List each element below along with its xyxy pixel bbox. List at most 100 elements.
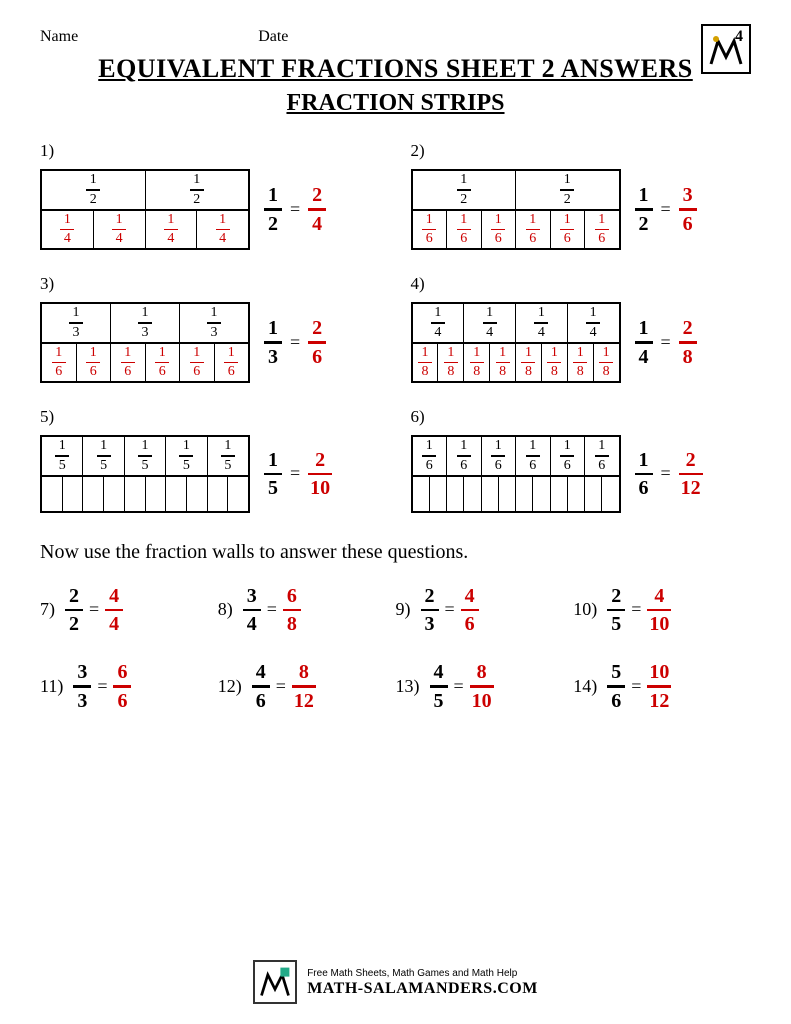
strip-cell <box>42 477 62 511</box>
fraction: 26 <box>308 318 326 367</box>
question-number: 8) <box>218 599 233 620</box>
title-main: EQUIVALENT FRACTIONS SHEET 2 ANSWERS <box>40 54 751 84</box>
problem-number: 1) <box>40 141 381 161</box>
fraction: 46 <box>252 662 270 711</box>
question: 11)33=66 <box>40 662 218 711</box>
equals-sign: = <box>290 199 300 220</box>
header-row: Name Date <box>40 28 751 46</box>
fraction: 810 <box>470 662 494 711</box>
problem-number: 3) <box>40 274 381 294</box>
fraction: 25 <box>607 586 625 635</box>
question-number: 12) <box>218 676 242 697</box>
fraction: 44 <box>105 586 123 635</box>
strip-cell: 16 <box>446 437 481 475</box>
fraction-strips: 1212161616161616 <box>411 169 621 250</box>
fraction: 46 <box>461 586 479 635</box>
equation: 12=24 <box>264 185 326 234</box>
strip-cell: 14 <box>463 304 515 342</box>
strip-cell: 16 <box>145 344 180 382</box>
equals-sign: = <box>661 332 671 353</box>
strip-cell: 12 <box>413 171 516 209</box>
instruction-text: Now use the fraction walls to answer the… <box>40 541 751 564</box>
equals-sign: = <box>89 599 99 620</box>
strip-cell <box>186 477 207 511</box>
strip-cell: 18 <box>567 344 593 382</box>
question-grid: 7)22=448)34=689)23=4610)25=41011)33=6612… <box>40 586 751 711</box>
strip-cell: 16 <box>550 211 585 249</box>
strip-cell: 18 <box>463 344 489 382</box>
fraction: 410 <box>647 586 671 635</box>
equals-sign: = <box>290 463 300 484</box>
footer-tagline: Free Math Sheets, Math Games and Math He… <box>307 967 538 980</box>
question: 10)25=410 <box>573 586 751 635</box>
strip-cell <box>584 477 601 511</box>
fraction: 12 <box>264 185 282 234</box>
problem-number: 5) <box>40 407 381 427</box>
strip-cell: 16 <box>550 437 585 475</box>
strip-cell: 13 <box>179 304 248 342</box>
question: 7) 22 = 44 <box>40 586 218 635</box>
strip-cell: 15 <box>165 437 206 475</box>
strip-cell <box>82 477 103 511</box>
equals-sign: = <box>267 599 277 620</box>
strip-cell <box>413 477 429 511</box>
strip-cell: 16 <box>413 211 447 249</box>
date-label: Date <box>258 28 288 46</box>
strip-cell <box>567 477 584 511</box>
fraction: 16 <box>635 450 653 499</box>
problem-number: 6) <box>411 407 752 427</box>
strip-cell: 18 <box>413 344 438 382</box>
equals-sign: = <box>276 676 286 697</box>
strip-cell: 16 <box>42 344 76 382</box>
equation: 15=210 <box>264 450 332 499</box>
equation: 13=26 <box>264 318 326 367</box>
fraction: 56 <box>607 662 625 711</box>
fraction: 15 <box>264 450 282 499</box>
strip-cell: 16 <box>76 344 111 382</box>
question-number: 9) <box>396 599 411 620</box>
strip-cell: 14 <box>515 304 567 342</box>
strip-cell: 15 <box>82 437 123 475</box>
footer: Free Math Sheets, Math Games and Math He… <box>0 960 791 1004</box>
strip-cell <box>515 477 532 511</box>
strip-cell <box>207 477 228 511</box>
fraction: 68 <box>283 586 301 635</box>
question-number: 7) <box>40 599 55 620</box>
strip-cell: 16 <box>214 344 249 382</box>
fraction: 23 <box>421 586 439 635</box>
fraction: 22 <box>65 586 83 635</box>
fraction: 1012 <box>647 662 671 711</box>
strip-cell: 16 <box>515 211 550 249</box>
grade-logo: 4 <box>701 24 751 74</box>
question: 8) 34 = 68 <box>218 586 396 635</box>
fraction-strips: 161616161616 <box>411 435 621 513</box>
equals-sign: = <box>290 332 300 353</box>
strip-cell <box>463 477 480 511</box>
equals-sign: = <box>661 199 671 220</box>
strip-cell <box>446 477 463 511</box>
footer-site: MATH-SALAMANDERS.COM <box>307 980 538 998</box>
fraction: 34 <box>243 586 261 635</box>
strip-cell: 13 <box>110 304 179 342</box>
equation: 12=36 <box>635 185 697 234</box>
fraction: 36 <box>679 185 697 234</box>
equals-sign: = <box>445 599 455 620</box>
equals-sign: = <box>97 676 107 697</box>
strip-cell: 14 <box>413 304 464 342</box>
strip-cell: 16 <box>515 437 550 475</box>
strip-cell: 18 <box>437 344 463 382</box>
strip-cell: 14 <box>145 211 197 249</box>
equation: 16=212 <box>635 450 703 499</box>
strip-cell <box>429 477 446 511</box>
question-number: 14) <box>573 676 597 697</box>
question: 9) 23 = 46 <box>396 586 574 635</box>
strip-problem: 4)14141414181818181818181814=28 <box>411 274 752 383</box>
fraction: 66 <box>113 662 131 711</box>
strip-cell: 16 <box>481 437 516 475</box>
strip-cell: 18 <box>515 344 541 382</box>
strip-problem: 2)121216161616161612=36 <box>411 141 752 250</box>
fraction: 28 <box>679 318 697 367</box>
equals-sign: = <box>631 676 641 697</box>
strip-cell: 12 <box>145 171 249 209</box>
strip-cell: 16 <box>446 211 481 249</box>
